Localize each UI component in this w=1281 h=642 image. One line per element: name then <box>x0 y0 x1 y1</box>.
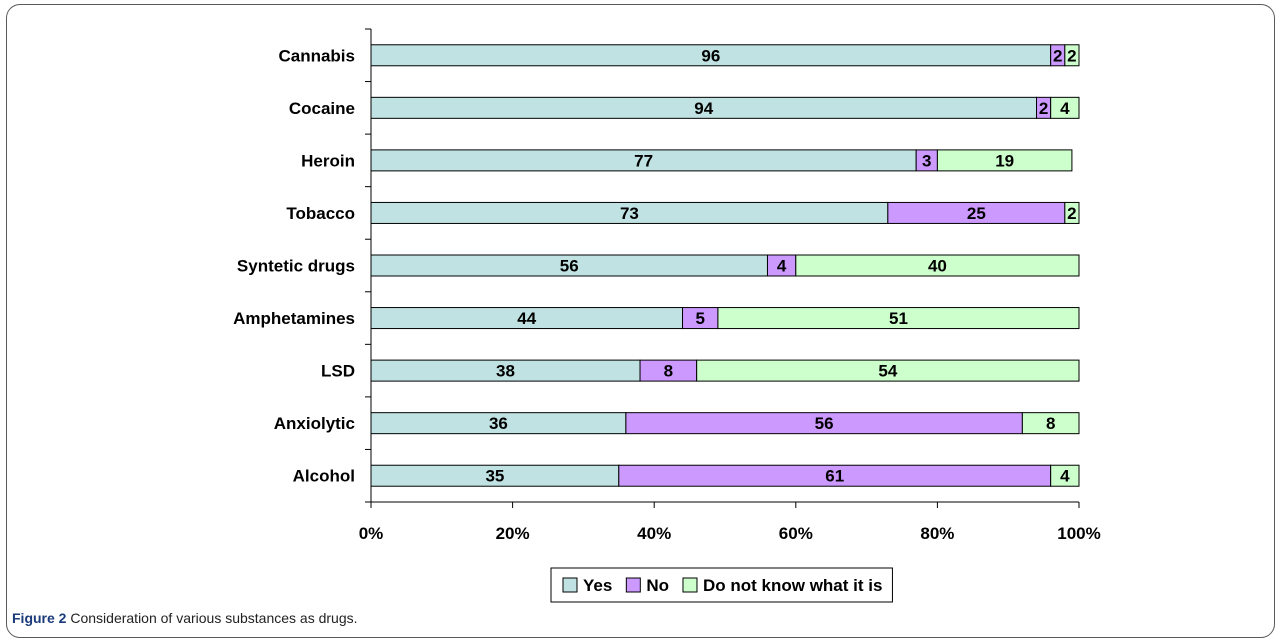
category-label-alcohol: Alcohol <box>293 467 355 486</box>
data-label-cannabis-no: 2 <box>1053 46 1062 65</box>
category-label-cannabis: Cannabis <box>278 46 355 65</box>
data-label-cocaine-do-not-know-what-it-is: 4 <box>1060 99 1070 118</box>
legend-item-do-not-know-what-it-is: Do not know what it is <box>682 576 882 595</box>
legend-swatch-no <box>625 577 641 593</box>
x-tick-label-20pct: 20% <box>496 524 530 543</box>
legend: Yes No Do not know what it is <box>550 567 893 603</box>
legend-label-do-not-know-what-it-is: Do not know what it is <box>703 576 882 595</box>
category-label-cocaine: Cocaine <box>289 99 355 118</box>
figure-number: Figure 2 <box>12 610 67 626</box>
data-label-cocaine-yes: 94 <box>694 99 713 118</box>
bar-cocaine-do-not-know-what-it-is <box>1050 96 1080 119</box>
figure-caption: Figure 2 Consideration of various substa… <box>12 610 358 626</box>
figure-frame <box>6 4 1275 638</box>
bar-lsd-do-not-know-what-it-is <box>696 359 1080 382</box>
legend-item-yes: Yes <box>562 576 612 595</box>
category-label-heroin: Heroin <box>301 151 355 170</box>
bar-tobacco-do-not-know-what-it-is <box>1064 201 1080 224</box>
data-label-syntetic-drugs-no: 4 <box>777 257 787 276</box>
category-label-syntetic-drugs: Syntetic drugs <box>237 257 355 276</box>
bar-syntetic-drugs-do-not-know-what-it-is <box>795 254 1080 277</box>
data-label-anxiolytic-yes: 36 <box>489 414 508 433</box>
data-label-heroin-no: 3 <box>922 151 931 170</box>
data-label-alcohol-no: 61 <box>825 467 844 486</box>
axes-group <box>365 28 1080 508</box>
category-label-lsd: LSD <box>321 362 355 381</box>
data-label-anxiolytic-do-not-know-what-it-is: 8 <box>1046 414 1055 433</box>
data-label-tobacco-yes: 73 <box>620 204 639 223</box>
data-label-syntetic-drugs-do-not-know-what-it-is: 40 <box>928 257 947 276</box>
bar-amphetamines-do-not-know-what-it-is <box>717 307 1080 330</box>
category-label-amphetamines: Amphetamines <box>233 309 355 328</box>
bar-cannabis-do-not-know-what-it-is <box>1064 44 1080 67</box>
category-label-anxiolytic: Anxiolytic <box>274 414 355 433</box>
bar-heroin-do-not-know-what-it-is <box>936 149 1073 172</box>
x-tick-label-0pct: 0% <box>359 524 384 543</box>
data-label-amphetamines-do-not-know-what-it-is: 51 <box>889 309 908 328</box>
data-label-tobacco-no: 25 <box>967 204 986 223</box>
legend-item-no: No <box>625 576 669 595</box>
legend-label-no: No <box>646 576 669 595</box>
x-tick-label-80pct: 80% <box>920 524 954 543</box>
legend-label-yes: Yes <box>583 576 612 595</box>
data-label-cocaine-no: 2 <box>1039 99 1048 118</box>
data-label-heroin-yes: 77 <box>634 151 653 170</box>
data-label-amphetamines-yes: 44 <box>517 309 536 328</box>
caption-text: Consideration of various substances as d… <box>70 610 358 626</box>
bar-alcohol-do-not-know-what-it-is <box>1050 464 1080 487</box>
data-label-amphetamines-no: 5 <box>695 309 704 328</box>
bar-anxiolytic-do-not-know-what-it-is <box>1021 412 1080 435</box>
data-label-anxiolytic-no: 56 <box>815 414 834 433</box>
data-label-lsd-yes: 38 <box>496 362 515 381</box>
data-label-syntetic-drugs-yes: 56 <box>560 257 579 276</box>
x-tick-label-60pct: 60% <box>779 524 813 543</box>
legend-swatch-yes <box>562 577 578 593</box>
data-label-lsd-no: 8 <box>664 362 673 381</box>
data-label-alcohol-yes: 35 <box>485 467 504 486</box>
bars-group <box>370 44 1080 487</box>
legend-swatch-do-not-know-what-it-is <box>682 577 698 593</box>
data-label-alcohol-do-not-know-what-it-is: 4 <box>1060 467 1070 486</box>
data-label-tobacco-do-not-know-what-it-is: 2 <box>1067 204 1076 223</box>
x-tick-label-40pct: 40% <box>637 524 671 543</box>
data-label-lsd-do-not-know-what-it-is: 54 <box>878 362 897 381</box>
x-tick-label-100pct: 100% <box>1057 524 1100 543</box>
data-label-heroin-do-not-know-what-it-is: 19 <box>995 151 1014 170</box>
legend-box <box>550 567 893 603</box>
data-label-cannabis-yes: 96 <box>701 46 720 65</box>
data-label-cannabis-do-not-know-what-it-is: 2 <box>1067 46 1076 65</box>
category-label-tobacco: Tobacco <box>286 204 355 223</box>
